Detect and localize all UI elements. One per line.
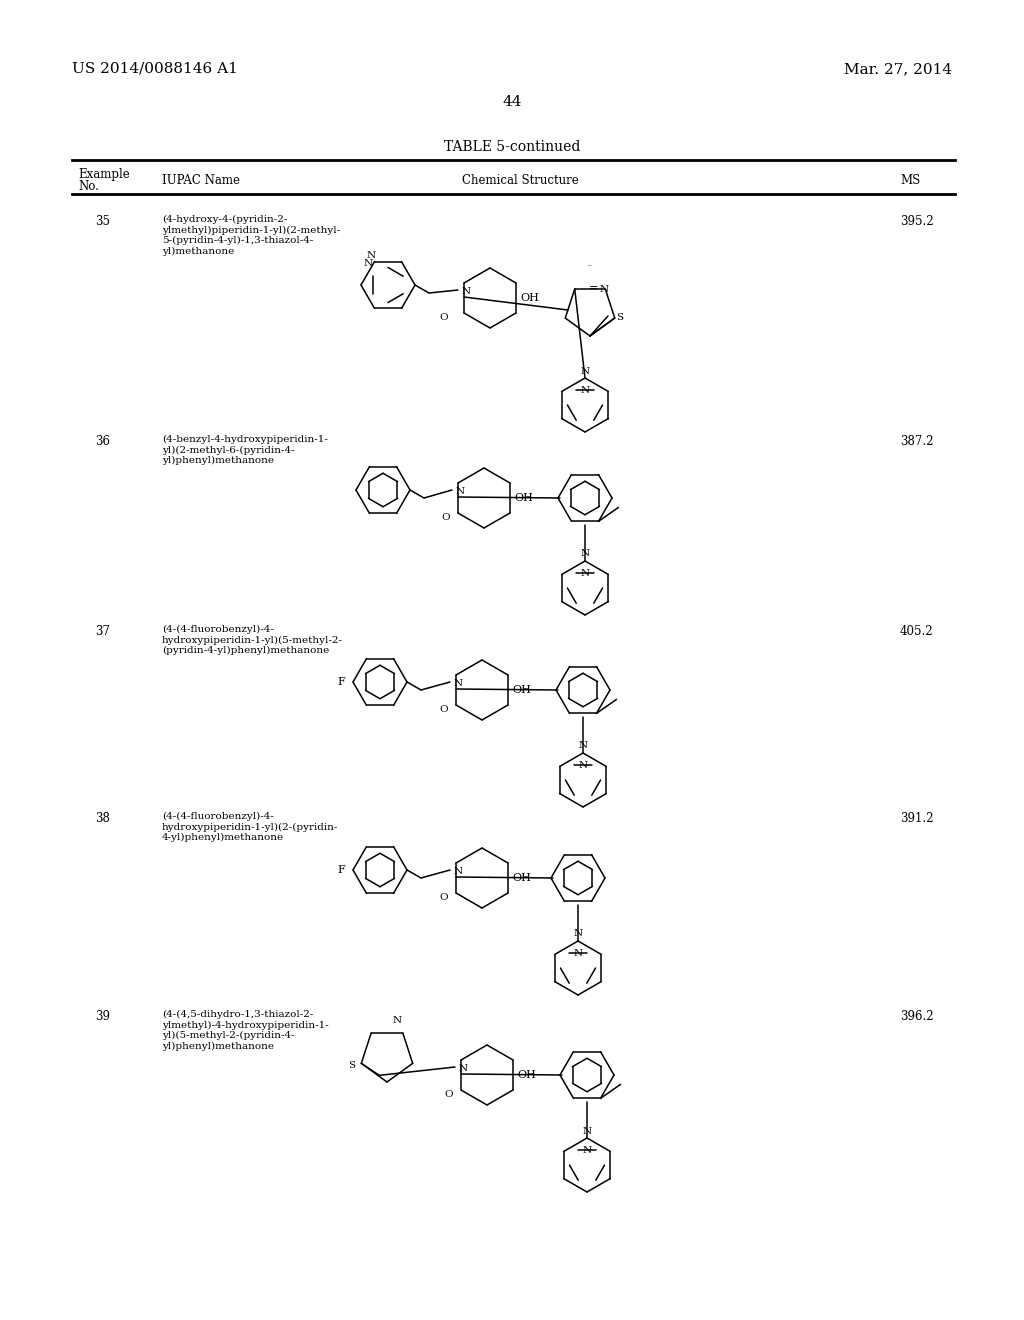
Text: N: N <box>456 487 465 496</box>
Text: O: O <box>439 705 449 714</box>
Text: O: O <box>441 513 451 521</box>
Text: 38: 38 <box>95 812 110 825</box>
Text: (4-(4-fluorobenzyl)-4-
hydroxypiperidin-1-yl)(5-methyl-2-
(pyridin-4-yl)phenyl)m: (4-(4-fluorobenzyl)-4- hydroxypiperidin-… <box>162 624 343 655</box>
Text: N: N <box>583 1146 592 1155</box>
Text: 39: 39 <box>95 1010 110 1023</box>
Text: N: N <box>573 929 583 939</box>
Text: F: F <box>337 677 345 686</box>
Text: N: N <box>459 1064 468 1073</box>
Text: N: N <box>367 251 376 260</box>
Text: 395.2: 395.2 <box>900 215 934 228</box>
Text: OH: OH <box>512 685 530 696</box>
Text: N: N <box>392 1016 401 1026</box>
Text: OH: OH <box>512 873 530 883</box>
Text: N: N <box>581 569 590 578</box>
Text: OH: OH <box>514 492 532 503</box>
Text: MS: MS <box>900 174 921 187</box>
Text: N: N <box>583 1126 592 1135</box>
Text: N: N <box>599 285 608 294</box>
Text: IUPAC Name: IUPAC Name <box>162 174 240 187</box>
Text: O: O <box>439 894 449 902</box>
Text: 44: 44 <box>502 95 522 110</box>
Text: N: N <box>581 549 590 558</box>
Text: OH: OH <box>517 1071 536 1080</box>
Text: N: N <box>454 867 463 876</box>
Text: S: S <box>616 314 624 322</box>
Text: (4-benzyl-4-hydroxypiperidin-1-
yl)(2-methyl-6-(pyridin-4-
yl)phenyl)methanone: (4-benzyl-4-hydroxypiperidin-1- yl)(2-me… <box>162 436 328 465</box>
Text: US 2014/0088146 A1: US 2014/0088146 A1 <box>72 62 238 77</box>
Text: N: N <box>454 678 463 688</box>
Text: 391.2: 391.2 <box>900 812 934 825</box>
Text: N: N <box>581 385 590 395</box>
Text: (4-hydroxy-4-(pyridin-2-
ylmethyl)piperidin-1-yl)(2-methyl-
5-(pyridin-4-yl)-1,3: (4-hydroxy-4-(pyridin-2- ylmethyl)piperi… <box>162 215 340 256</box>
Text: N: N <box>364 259 373 268</box>
Text: S: S <box>348 1060 355 1069</box>
Text: (4-(4-fluorobenzyl)-4-
hydroxypiperidin-1-yl)(2-(pyridin-
4-yl)phenyl)methanone: (4-(4-fluorobenzyl)-4- hydroxypiperidin-… <box>162 812 338 842</box>
Text: Example: Example <box>78 168 130 181</box>
Text: (4-(4,5-dihydro-1,3-thiazol-2-
ylmethyl)-4-hydroxypiperidin-1-
yl)(5-methyl-2-(p: (4-(4,5-dihydro-1,3-thiazol-2- ylmethyl)… <box>162 1010 329 1051</box>
Text: 396.2: 396.2 <box>900 1010 934 1023</box>
Text: N: N <box>462 286 471 296</box>
Text: N: N <box>579 742 588 751</box>
Text: TABLE 5-continued: TABLE 5-continued <box>443 140 581 154</box>
Text: 36: 36 <box>95 436 110 447</box>
Text: 387.2: 387.2 <box>900 436 934 447</box>
Text: Mar. 27, 2014: Mar. 27, 2014 <box>844 62 952 77</box>
Text: 37: 37 <box>95 624 110 638</box>
Text: F: F <box>337 865 345 875</box>
Text: N: N <box>579 762 588 770</box>
Text: 35: 35 <box>95 215 110 228</box>
Text: =: = <box>590 282 599 293</box>
Text: N: N <box>581 367 590 375</box>
Text: 405.2: 405.2 <box>900 624 934 638</box>
Text: OH: OH <box>520 293 539 304</box>
Text: No.: No. <box>78 180 99 193</box>
Text: Chemical Structure: Chemical Structure <box>462 174 579 187</box>
Text: O: O <box>444 1090 454 1100</box>
Text: O: O <box>439 313 449 322</box>
Text: N: N <box>573 949 583 958</box>
